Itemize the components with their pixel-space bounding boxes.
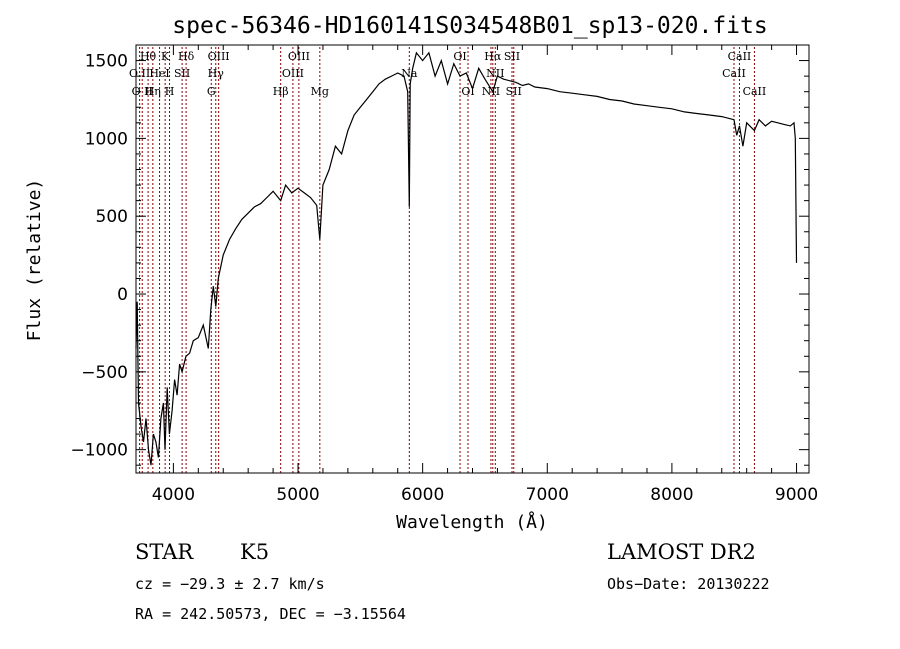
line-label: K [161,50,170,63]
line-label: Na [401,67,418,80]
x-axis-label: Wavelength (Å) [396,511,548,533]
x-tick-label: 6000 [401,485,444,505]
subclass-label: K5 [240,540,269,564]
x-tick-label: 8000 [650,485,693,505]
line-label: CaII [722,67,746,80]
line-label: SII [174,67,190,80]
class-label: STAR [135,540,194,564]
obs-date: Obs−Date: 20130222 [607,575,770,593]
y-tick-label: −1000 [70,441,128,461]
line-label: Hη [145,85,161,98]
line-label: OI [453,50,466,63]
line-label: Hθ [140,50,157,63]
y-tick-label: 1500 [85,52,128,72]
plot-frame [135,44,810,474]
spectrum-line [135,51,798,466]
line-label: SII [506,85,522,98]
spectral-line-labels: O II O II Hθ Hη HeI K H Hδ SII G Hγ OIII Hβ OIII OIII M… [129,50,766,98]
line-label: O II [129,67,150,80]
x-tick-label: 7000 [526,485,569,505]
x-tick-label: 5000 [276,485,319,505]
y-axis-label: Flux (relative) [24,179,45,342]
line-label: Mg [311,85,329,98]
line-label: Hδ [178,50,195,63]
line-label: Hγ [208,67,225,80]
x-axis-ticks: 4000 5000 6000 7000 8000 9000 [152,45,818,505]
line-label: HeI [149,67,169,80]
y-tick-label: 500 [96,207,128,227]
line-label: H [165,85,175,98]
line-label: OIII [282,67,304,80]
line-label: CaII [728,50,752,63]
chart-title: spec-56346-HD160141S034548B01_sp13-020.f… [172,13,767,39]
line-label: G [207,85,216,98]
y-tick-label: 1000 [85,129,128,149]
line-label: OIII [288,50,310,63]
line-label: OIII [208,50,230,63]
cz-value: cz = −29.3 ± 2.7 km/s [135,575,325,593]
line-label: O II [132,85,153,98]
line-label: SII [504,50,520,63]
x-tick-label: 9000 [775,485,818,505]
line-label: Hα [484,50,502,63]
line-label: NII [482,85,500,98]
line-label: CaII [743,85,767,98]
spectral-line-markers [139,47,755,473]
y-axis-ticks: −1000 −500 0 500 1000 1500 [70,44,809,466]
x-tick-label: 4000 [152,485,195,505]
survey-label: LAMOST DR2 [607,540,756,564]
coords-value: RA = 242.50573, DEC = −3.15564 [135,605,406,623]
y-tick-label: 0 [117,285,128,305]
line-label: Hβ [273,85,289,98]
line-label: OI [461,85,474,98]
y-tick-label: −500 [81,363,128,383]
